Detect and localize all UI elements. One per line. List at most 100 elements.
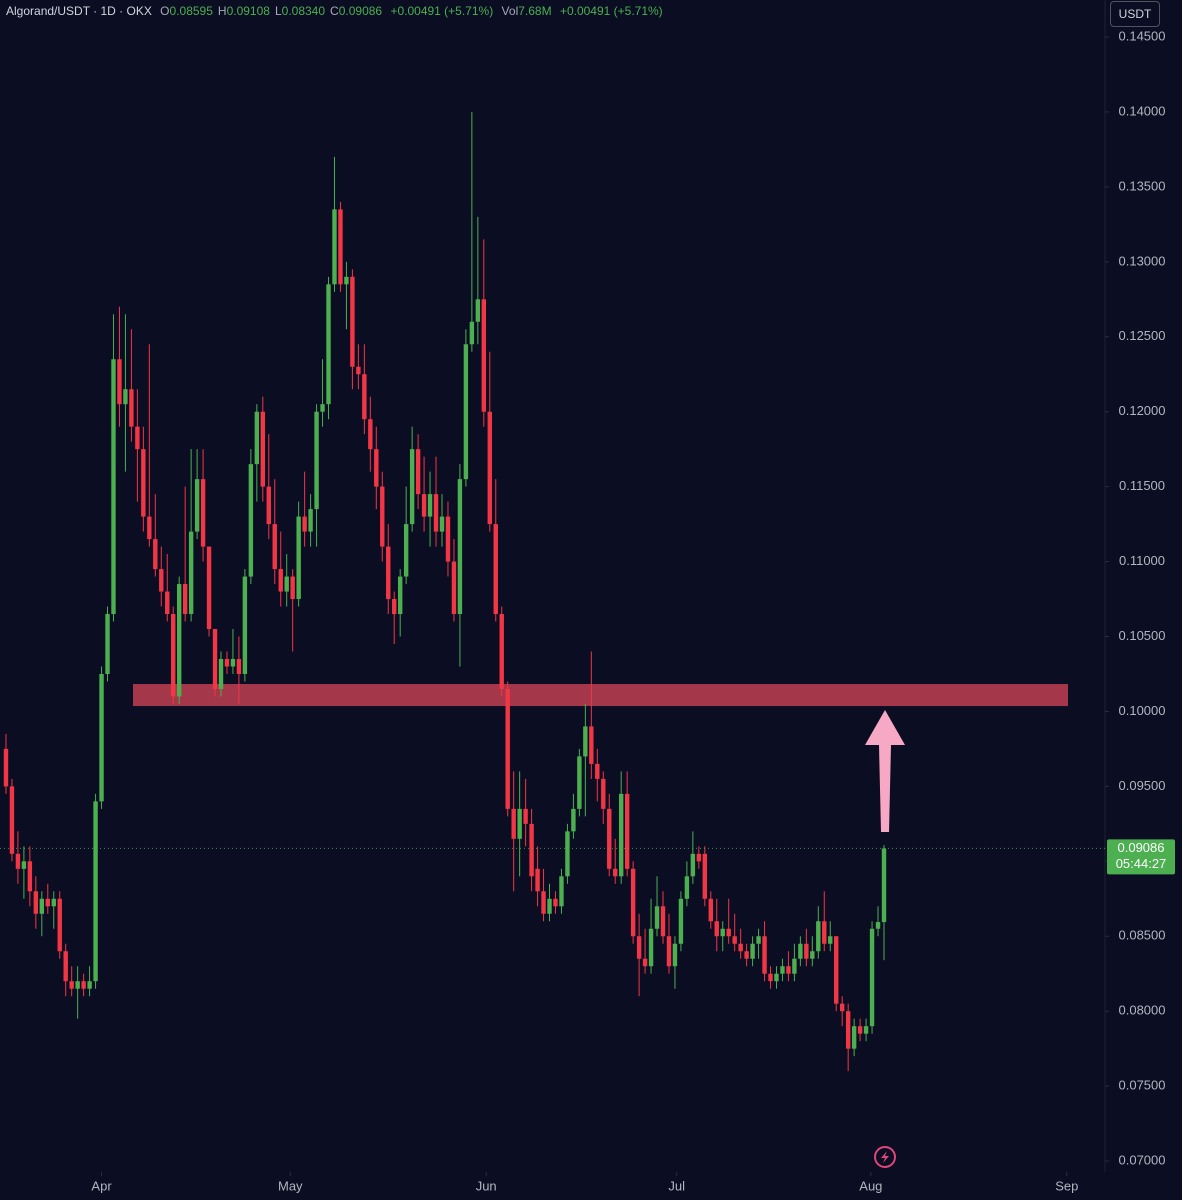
- candle-body: [774, 973, 779, 982]
- candle-body: [117, 359, 122, 405]
- y-tick-label: 0.07500: [1119, 1078, 1166, 1093]
- y-tick-label: 0.10500: [1119, 628, 1166, 643]
- candle-body: [123, 389, 128, 405]
- candle-body: [141, 449, 146, 517]
- candle-body: [583, 726, 588, 757]
- y-tick-label: 0.07000: [1119, 1152, 1166, 1167]
- candle-body: [272, 524, 277, 570]
- candle-body: [505, 688, 510, 809]
- candle-body: [834, 936, 839, 1004]
- candle-body: [278, 569, 283, 592]
- candle-body: [171, 614, 176, 697]
- y-tick-label: 0.08500: [1119, 928, 1166, 943]
- candle-body: [571, 808, 576, 832]
- candle-body: [296, 516, 301, 600]
- candle-body: [433, 494, 439, 532]
- candle-body: [314, 411, 319, 510]
- candle-body: [129, 389, 134, 427]
- candle-body: [254, 411, 260, 465]
- candle-body: [804, 943, 809, 959]
- y-tick-label: 0.10000: [1119, 703, 1166, 718]
- candle-body: [768, 973, 773, 982]
- candle-body: [182, 584, 188, 615]
- ohlc-value: 0.09108: [226, 4, 270, 18]
- candle-body: [636, 936, 642, 959]
- candle-body: [696, 853, 702, 862]
- candle-body: [780, 966, 785, 974]
- candle-body: [714, 921, 719, 937]
- candle-body: [684, 876, 690, 899]
- candle-body: [672, 943, 678, 967]
- candle-body: [15, 853, 21, 869]
- candle-body: [159, 569, 164, 592]
- candle-body: [415, 449, 421, 495]
- candle-body: [236, 658, 242, 674]
- candle-body: [344, 276, 349, 285]
- candle-body: [595, 763, 600, 779]
- candle-body: [851, 1026, 857, 1049]
- candle-body: [577, 756, 582, 809]
- candle-body: [666, 936, 672, 967]
- candle-body: [738, 943, 743, 952]
- candle-body: [320, 404, 325, 412]
- candle-body: [397, 576, 403, 615]
- candle-body: [553, 898, 558, 907]
- candle-body: [828, 936, 833, 944]
- candle-body: [284, 576, 289, 592]
- candle-body: [445, 516, 451, 562]
- ohlc-key: C: [330, 4, 339, 18]
- ohlc-key: H: [217, 4, 227, 18]
- candle-body: [165, 591, 170, 615]
- candle-body: [517, 808, 522, 839]
- candle-body: [845, 1011, 851, 1049]
- y-tick-label: 0.12000: [1119, 403, 1166, 418]
- currency-button[interactable]: USDT: [1110, 1, 1160, 27]
- x-tick-label: Aug: [859, 1178, 882, 1193]
- candle-body: [624, 793, 630, 869]
- y-tick-label: 0.14000: [1119, 103, 1166, 118]
- candle-body: [469, 321, 475, 345]
- candle-body: [511, 808, 516, 839]
- candle-body: [200, 479, 206, 547]
- candle-body: [487, 411, 492, 525]
- ohlc-key: O: [160, 4, 170, 18]
- candle-body: [111, 359, 116, 615]
- candle-body: [188, 531, 194, 615]
- candle-body: [266, 486, 271, 525]
- candle-body: [338, 209, 343, 285]
- candle-body: [720, 928, 725, 937]
- candle-body: [63, 951, 68, 982]
- candle-body: [326, 284, 331, 405]
- candle-body: [535, 868, 540, 892]
- candle-body: [589, 726, 594, 764]
- candle-body: [863, 1026, 869, 1034]
- candle-body: [839, 1003, 845, 1012]
- candle-body: [194, 479, 200, 532]
- lightning-icon[interactable]: [874, 1146, 896, 1168]
- candle-body: [660, 906, 666, 937]
- last-price-label: 0.09086: [1118, 840, 1165, 855]
- x-tick-label: Jul: [668, 1178, 685, 1193]
- candle-body: [332, 209, 337, 285]
- candle-body: [786, 966, 791, 974]
- candle-body: [762, 936, 767, 974]
- candle-body: [726, 928, 731, 937]
- y-tick-label: 0.14500: [1119, 28, 1166, 43]
- candle-body: [386, 546, 391, 600]
- icon-ring: [874, 1146, 896, 1168]
- ohlc-key: L: [274, 4, 282, 18]
- candle-body: [857, 1026, 863, 1034]
- candle-body: [421, 494, 427, 517]
- candle-body: [756, 936, 761, 944]
- x-tick-label: Apr: [91, 1178, 112, 1193]
- candle-body: [302, 516, 307, 532]
- candle-body: [75, 981, 80, 989]
- candle-body: [93, 801, 98, 982]
- candle-body: [481, 299, 487, 412]
- candle-body: [523, 808, 528, 824]
- ohlc-value: 0.09086: [338, 4, 383, 18]
- candle-body: [45, 898, 50, 907]
- candle-body: [147, 516, 152, 540]
- x-tick-label: May: [278, 1178, 303, 1193]
